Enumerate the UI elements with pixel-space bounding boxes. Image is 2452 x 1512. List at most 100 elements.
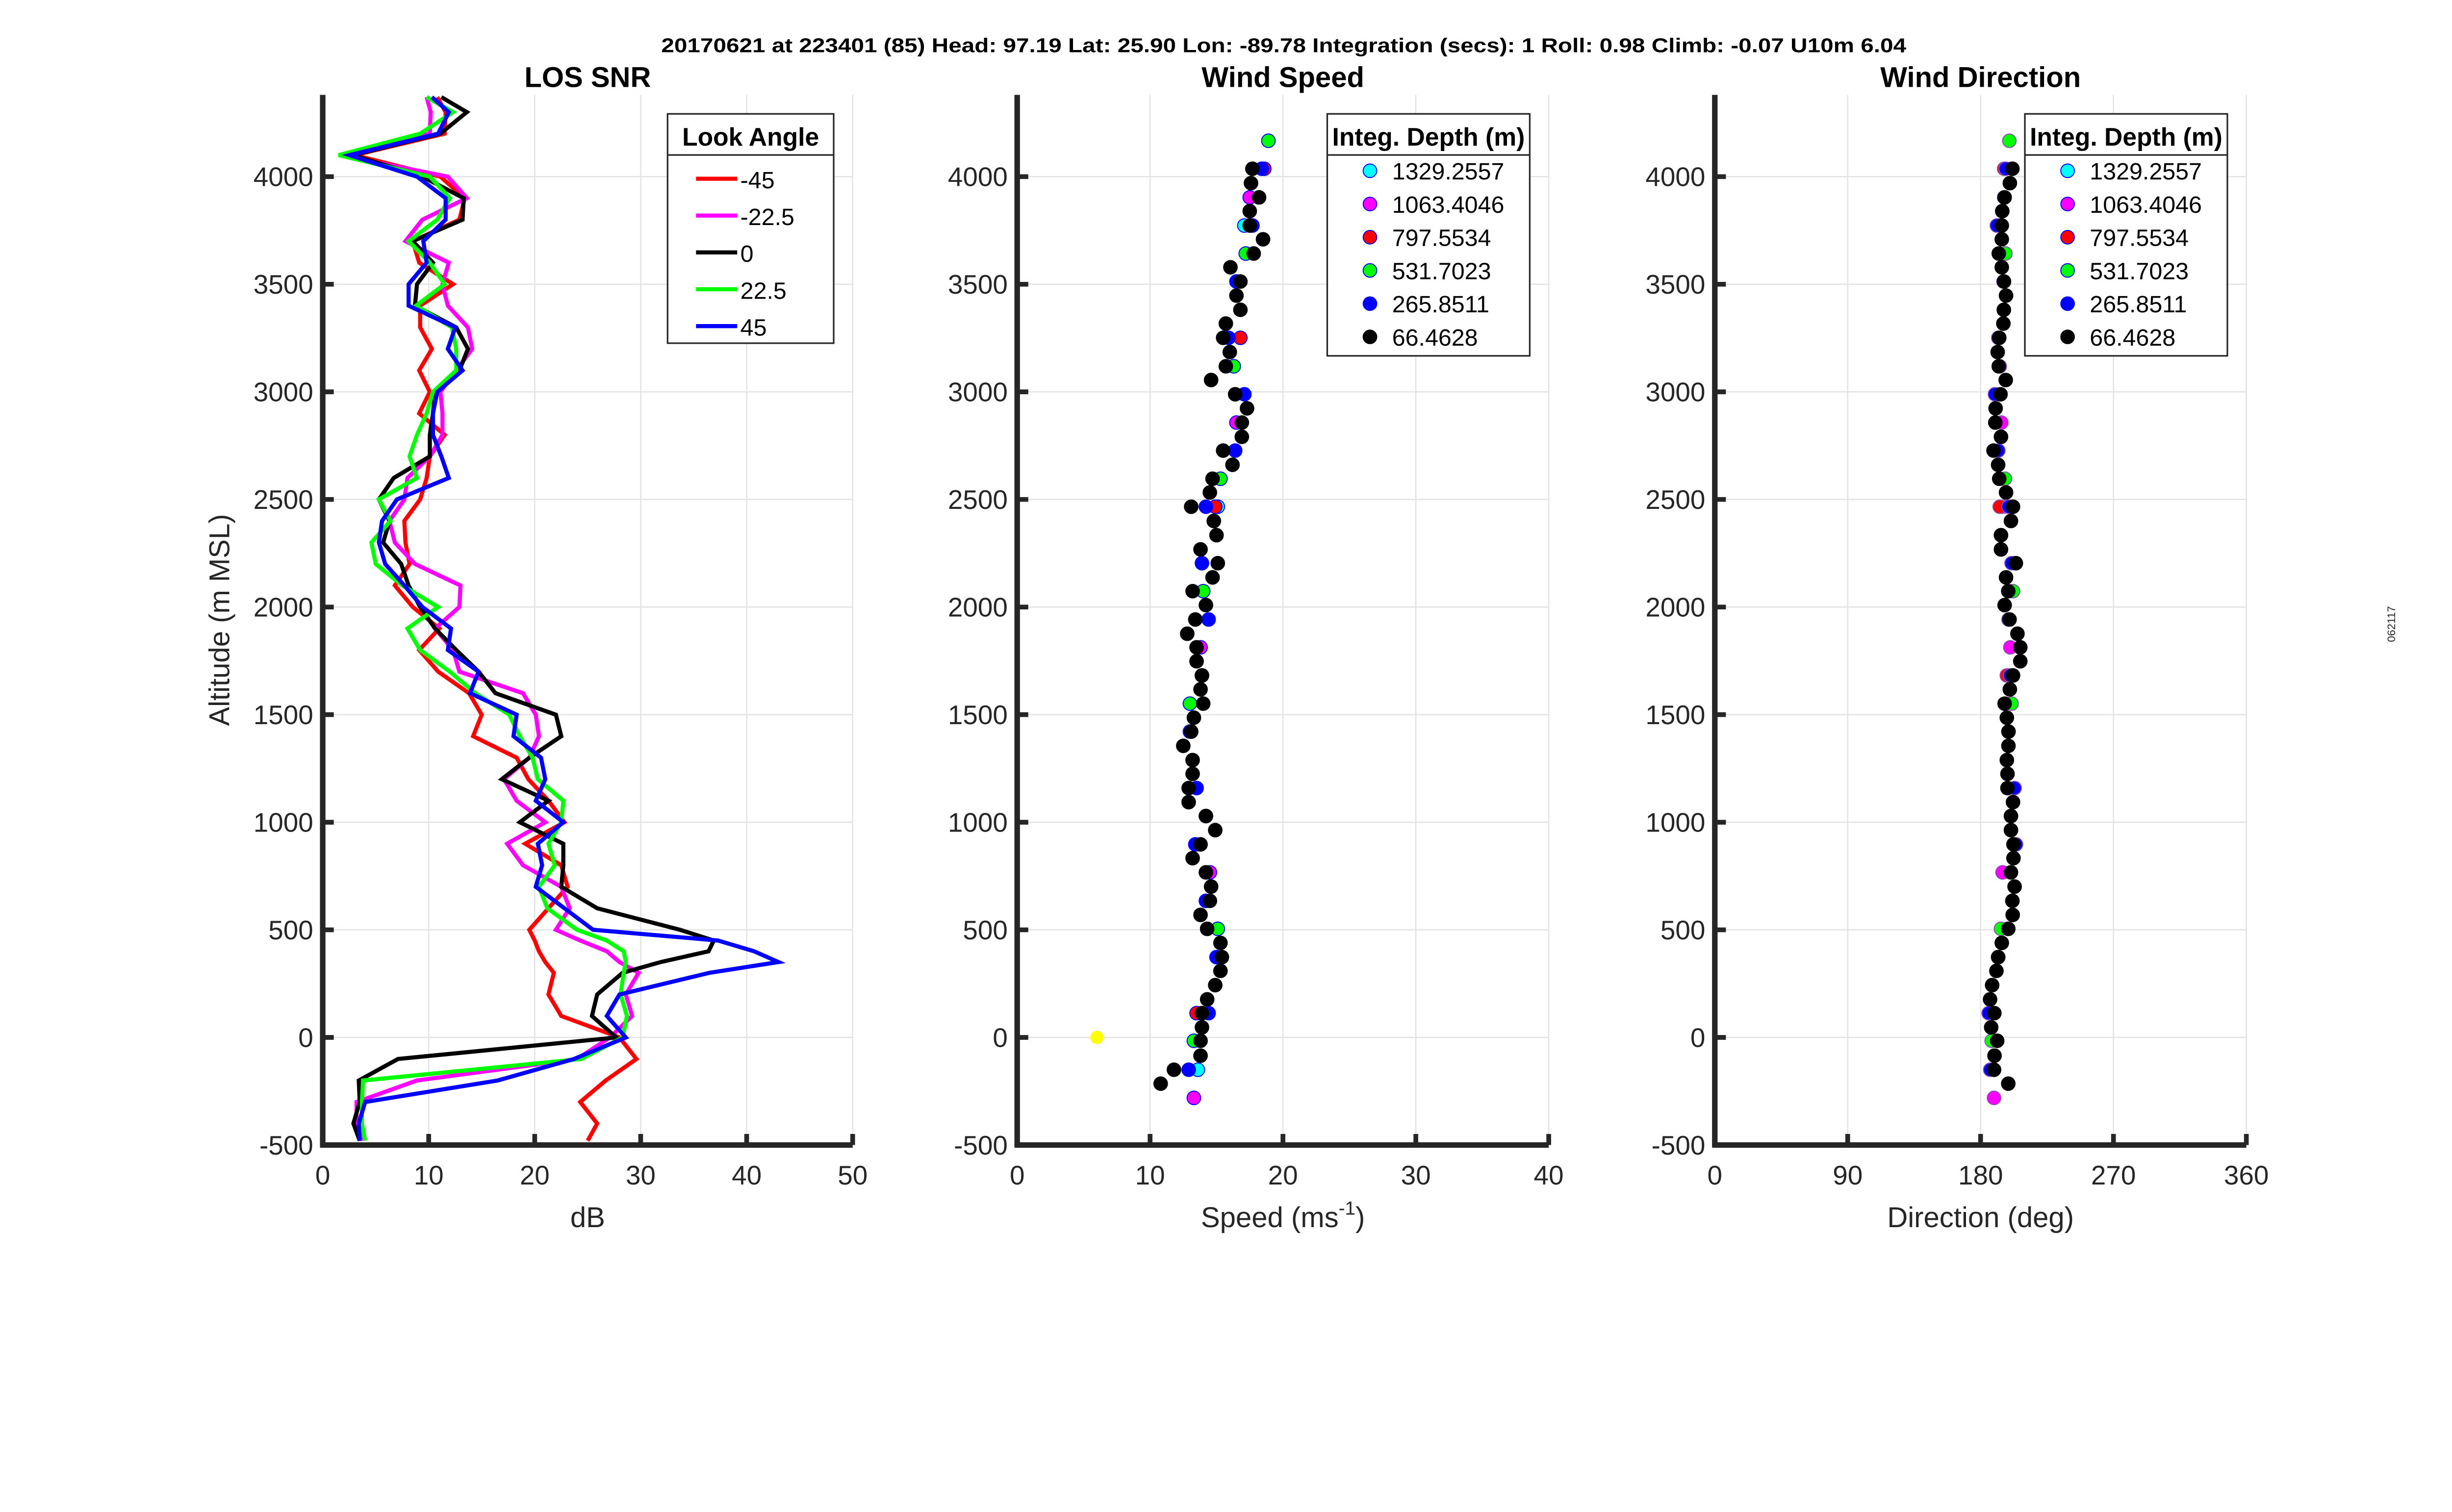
data-point-66.4628 bbox=[1233, 302, 1248, 317]
data-point-66.4628 bbox=[1993, 542, 2009, 557]
data-point-66.4628 bbox=[1990, 345, 2005, 359]
data-point-66.4628 bbox=[1999, 753, 2015, 768]
data-point-66.4628 bbox=[2006, 837, 2021, 852]
y-tick-label: 1500 bbox=[1645, 700, 1705, 730]
legend-label: 1063.4046 bbox=[2090, 192, 2202, 218]
legend-marker-swatch bbox=[2060, 296, 2075, 311]
data-point-66.4628 bbox=[1205, 471, 1220, 486]
y-tick-label: 500 bbox=[963, 915, 1007, 945]
figure-suptitle: 20170621 at 223401 (85) Head: 97.19 Lat:… bbox=[661, 34, 1906, 56]
data-point-66.4628 bbox=[1992, 330, 2007, 345]
x-axis-label: Speed (ms-1) bbox=[1201, 1198, 1365, 1234]
series-line--45 bbox=[354, 96, 639, 1142]
data-point-66.4628 bbox=[1210, 555, 1226, 571]
data-point-1063.4046 bbox=[1987, 1090, 2001, 1106]
data-point-66.4628 bbox=[1176, 738, 1191, 754]
legend-marker-swatch bbox=[2060, 163, 2075, 178]
x-tick-label: 10 bbox=[414, 1160, 444, 1190]
legend-label: -22.5 bbox=[741, 204, 794, 230]
data-point-66.4628 bbox=[1993, 429, 2009, 444]
data-point-66.4628 bbox=[2005, 907, 2020, 922]
data-point-66.4628 bbox=[1233, 274, 1248, 289]
data-point-66.4628 bbox=[1986, 443, 2001, 458]
x-tick-label: 40 bbox=[1534, 1160, 1564, 1190]
data-point-66.4628 bbox=[1996, 274, 2012, 289]
data-point-66.4628 bbox=[1202, 893, 1217, 908]
legend-label: 1329.2557 bbox=[1392, 158, 1505, 185]
y-tick-label: 2500 bbox=[948, 484, 1008, 515]
y-axis-label: Altitude (m MSL) bbox=[204, 514, 236, 726]
series-line-22.5 bbox=[338, 95, 629, 1141]
data-point-66.4628 bbox=[2002, 612, 2017, 627]
wind-speed-panel: 0 10 20 30 40-500050010001500200025003000350… bbox=[948, 61, 1564, 1234]
data-point-265.8511 bbox=[1199, 499, 1213, 514]
los-snr-panel: 0 10 20 30 40 50-5000500100015002000250030003… bbox=[204, 61, 868, 1234]
data-point-66.4628 bbox=[1195, 1006, 1209, 1021]
data-point-66.4628 bbox=[2003, 808, 2018, 824]
data-point-66.4628 bbox=[1988, 415, 2003, 430]
data-point-66.4628 bbox=[1167, 1062, 1181, 1077]
data-point-66.4628 bbox=[1193, 907, 1208, 922]
data-point-66.4628 bbox=[1193, 682, 1208, 697]
data-point-66.4628 bbox=[2002, 176, 2018, 191]
data-point-66.4628 bbox=[1181, 781, 1196, 796]
x-tick-label: 360 bbox=[2224, 1160, 2269, 1190]
data-point-265.8511 bbox=[1201, 612, 1216, 627]
data-point-66.4628 bbox=[1984, 1020, 1999, 1035]
data-point-1063.4046 bbox=[1186, 1090, 1201, 1106]
x-tick-label: 90 bbox=[1833, 1160, 1863, 1190]
data-point-531.7023 bbox=[1261, 133, 1276, 148]
wind-direction-panel: 0 90 180 270 360-500050010001500200025003000… bbox=[1645, 61, 2269, 1234]
data-point-66.4628 bbox=[1196, 696, 1211, 711]
legend-label: 1063.4046 bbox=[1392, 192, 1505, 218]
y-tick-label: 3500 bbox=[1645, 269, 1705, 300]
x-tick-label: 20 bbox=[1268, 1160, 1298, 1190]
data-point-66.4628 bbox=[1216, 330, 1231, 345]
x-tick-label: 180 bbox=[1958, 1160, 2003, 1190]
figure: 20170621 at 223401 (85) Head: 97.19 Lat:… bbox=[204, 34, 2398, 1234]
data-point-66.4628 bbox=[1997, 598, 2012, 613]
x-axis-label-close: ) bbox=[1355, 1202, 1365, 1234]
y-tick-label: 500 bbox=[1660, 915, 1705, 945]
data-point-66.4628 bbox=[2008, 555, 2023, 571]
legend-marker-swatch bbox=[2060, 263, 2075, 278]
data-point-66.4628 bbox=[1995, 203, 2010, 219]
legend-marker-swatch bbox=[2060, 329, 2075, 344]
data-point-66.4628 bbox=[1205, 570, 1220, 585]
data-point-66.4628 bbox=[1234, 415, 1250, 430]
data-point-66.4628 bbox=[1203, 879, 1219, 894]
data-point-66.4628 bbox=[1994, 218, 2009, 233]
legend-label: 66.4628 bbox=[1392, 325, 1478, 351]
y-tick-label: 2000 bbox=[948, 592, 1008, 623]
data-point-66.4628 bbox=[1234, 429, 1250, 444]
legend-label: 0 bbox=[741, 241, 754, 267]
legend: Integ. Depth (m) 1329.2557 1063.4046 797.55… bbox=[1326, 113, 1531, 357]
watermark: 062117 bbox=[2385, 606, 2398, 642]
data-point-66.4628 bbox=[1223, 260, 1238, 275]
data-point-66.4628 bbox=[1987, 1048, 2002, 1063]
data-point-66.4628 bbox=[1997, 190, 2012, 205]
y-tick-label: 1500 bbox=[948, 700, 1008, 730]
y-tick-label: 2500 bbox=[1645, 484, 1705, 515]
data-point-66.4628 bbox=[1193, 1033, 1208, 1048]
legend-label: 797.5534 bbox=[1392, 225, 1491, 252]
data-point-66.4628 bbox=[1991, 950, 2006, 965]
data-point-66.4628 bbox=[2003, 513, 2018, 529]
data-point-66.4628 bbox=[1195, 1020, 1209, 1035]
series-line-0 bbox=[344, 95, 717, 1142]
data-point-66.4628 bbox=[1218, 316, 1233, 331]
data-point-66.4628 bbox=[1200, 921, 1215, 936]
data-point-66.4628 bbox=[2001, 583, 2016, 599]
y-tick-label: 2500 bbox=[254, 484, 313, 515]
x-axis-label: Direction (deg) bbox=[1887, 1202, 2074, 1234]
data-point-66.4628 bbox=[1229, 288, 1244, 303]
data-point-66.4628 bbox=[1997, 696, 2012, 711]
data-point-66.4628 bbox=[1199, 808, 1213, 824]
x-tick-label: 30 bbox=[626, 1160, 656, 1190]
y-tick-label: 0 bbox=[993, 1022, 1008, 1053]
data-point-66.4628 bbox=[1222, 345, 1237, 359]
data-point-66.4628 bbox=[1208, 823, 1223, 838]
legend-label: 265.8511 bbox=[2090, 291, 2187, 318]
legend-title: Look Angle bbox=[682, 123, 819, 151]
legend-label: 1329.2557 bbox=[2090, 158, 2202, 185]
